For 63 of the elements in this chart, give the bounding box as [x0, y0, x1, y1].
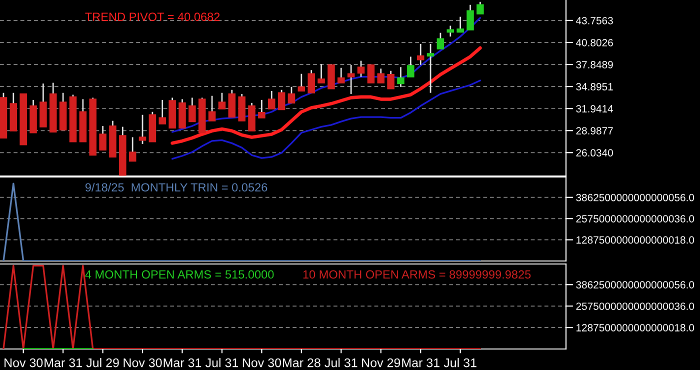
candlestick: [138, 114, 146, 145]
x-tick-label: Jul 31: [444, 358, 476, 368]
y-tick-label: 3862500000000000056.0: [576, 281, 694, 288]
y-tick-label: 3862500000000000056.0: [576, 194, 694, 202]
line-series: [170, 46, 482, 145]
x-tick-label: Nov 30: [124, 358, 162, 368]
x-tick-label: Nov 30: [242, 358, 282, 368]
candlestick: [278, 89, 286, 110]
candlestick: [338, 67, 345, 84]
x-tick-label: Jul 31: [324, 358, 358, 368]
candlestick: [99, 125, 106, 151]
candlestick: [416, 43, 424, 66]
y-tick-label: 43.7563: [576, 16, 613, 24]
candlestick: [288, 86, 296, 104]
candlestick: [426, 43, 434, 94]
candlestick: [397, 66, 404, 88]
candlestick: [228, 89, 236, 118]
x-tick-label: Mar 31: [44, 358, 82, 368]
y-tick-label: 1287500000000000018.0: [576, 236, 694, 244]
candlestick: [318, 63, 325, 84]
text: TREND PIVOT = 40.0682: [85, 12, 220, 21]
x-tick-label: Jul 31: [205, 358, 238, 368]
y-tick-label: 31.9414: [576, 105, 614, 112]
candlestick: [258, 99, 266, 119]
candlestick: [456, 16, 464, 33]
candlestick: [218, 92, 226, 110]
candlestick: [308, 69, 315, 94]
x-tick-label: Mar 31: [402, 358, 440, 368]
candlestick: [188, 97, 196, 122]
y-tick-label: 40.8026: [576, 38, 613, 46]
y-tick-label: 2575000000000000036.0: [576, 215, 694, 222]
candlestick: [377, 68, 385, 84]
text: 10 MONTH OPEN ARMS = 89999999.9825: [303, 270, 531, 279]
candlestick: [446, 25, 454, 38]
y-tick-label: 26.0340: [576, 149, 613, 157]
x-tick-label: Mar 31: [164, 358, 202, 368]
x-tick-label: Jul 29: [86, 358, 119, 368]
x-tick-label: Nov 29: [362, 358, 400, 368]
candlestick: [476, 1, 484, 14]
y-tick-label: 1287500000000000018.0: [576, 324, 694, 332]
candlestick: [407, 56, 414, 78]
candlestick: [347, 64, 355, 95]
candlestick: [158, 99, 166, 124]
candlestick: [268, 90, 276, 110]
y-tick-label: 34.8951: [576, 83, 613, 90]
x-tick-label: Nov 30: [4, 358, 43, 368]
candlestick: [367, 64, 375, 84]
x-tick-label: Mar 28: [283, 358, 320, 368]
candlestick: [357, 60, 365, 78]
candlestick: [208, 95, 216, 122]
text: 4 MONTH OPEN ARMS = 515.0000: [85, 270, 274, 279]
candlestick: [436, 32, 444, 50]
y-tick-label: 28.9877: [576, 127, 613, 134]
candlestick: [238, 93, 246, 122]
y-tick-label: 2575000000000000036.0: [576, 302, 694, 310]
line-series: [171, 80, 482, 160]
candlestick: [128, 136, 136, 162]
candlestick: [328, 63, 335, 90]
candlestick: [466, 4, 474, 31]
text: 9/18/25 MONTHLY TRIN = 0.0526: [85, 182, 268, 192]
candlestick: [387, 70, 394, 90]
candlestick: [298, 73, 306, 92]
y-tick-label: 37.8489: [576, 61, 613, 68]
